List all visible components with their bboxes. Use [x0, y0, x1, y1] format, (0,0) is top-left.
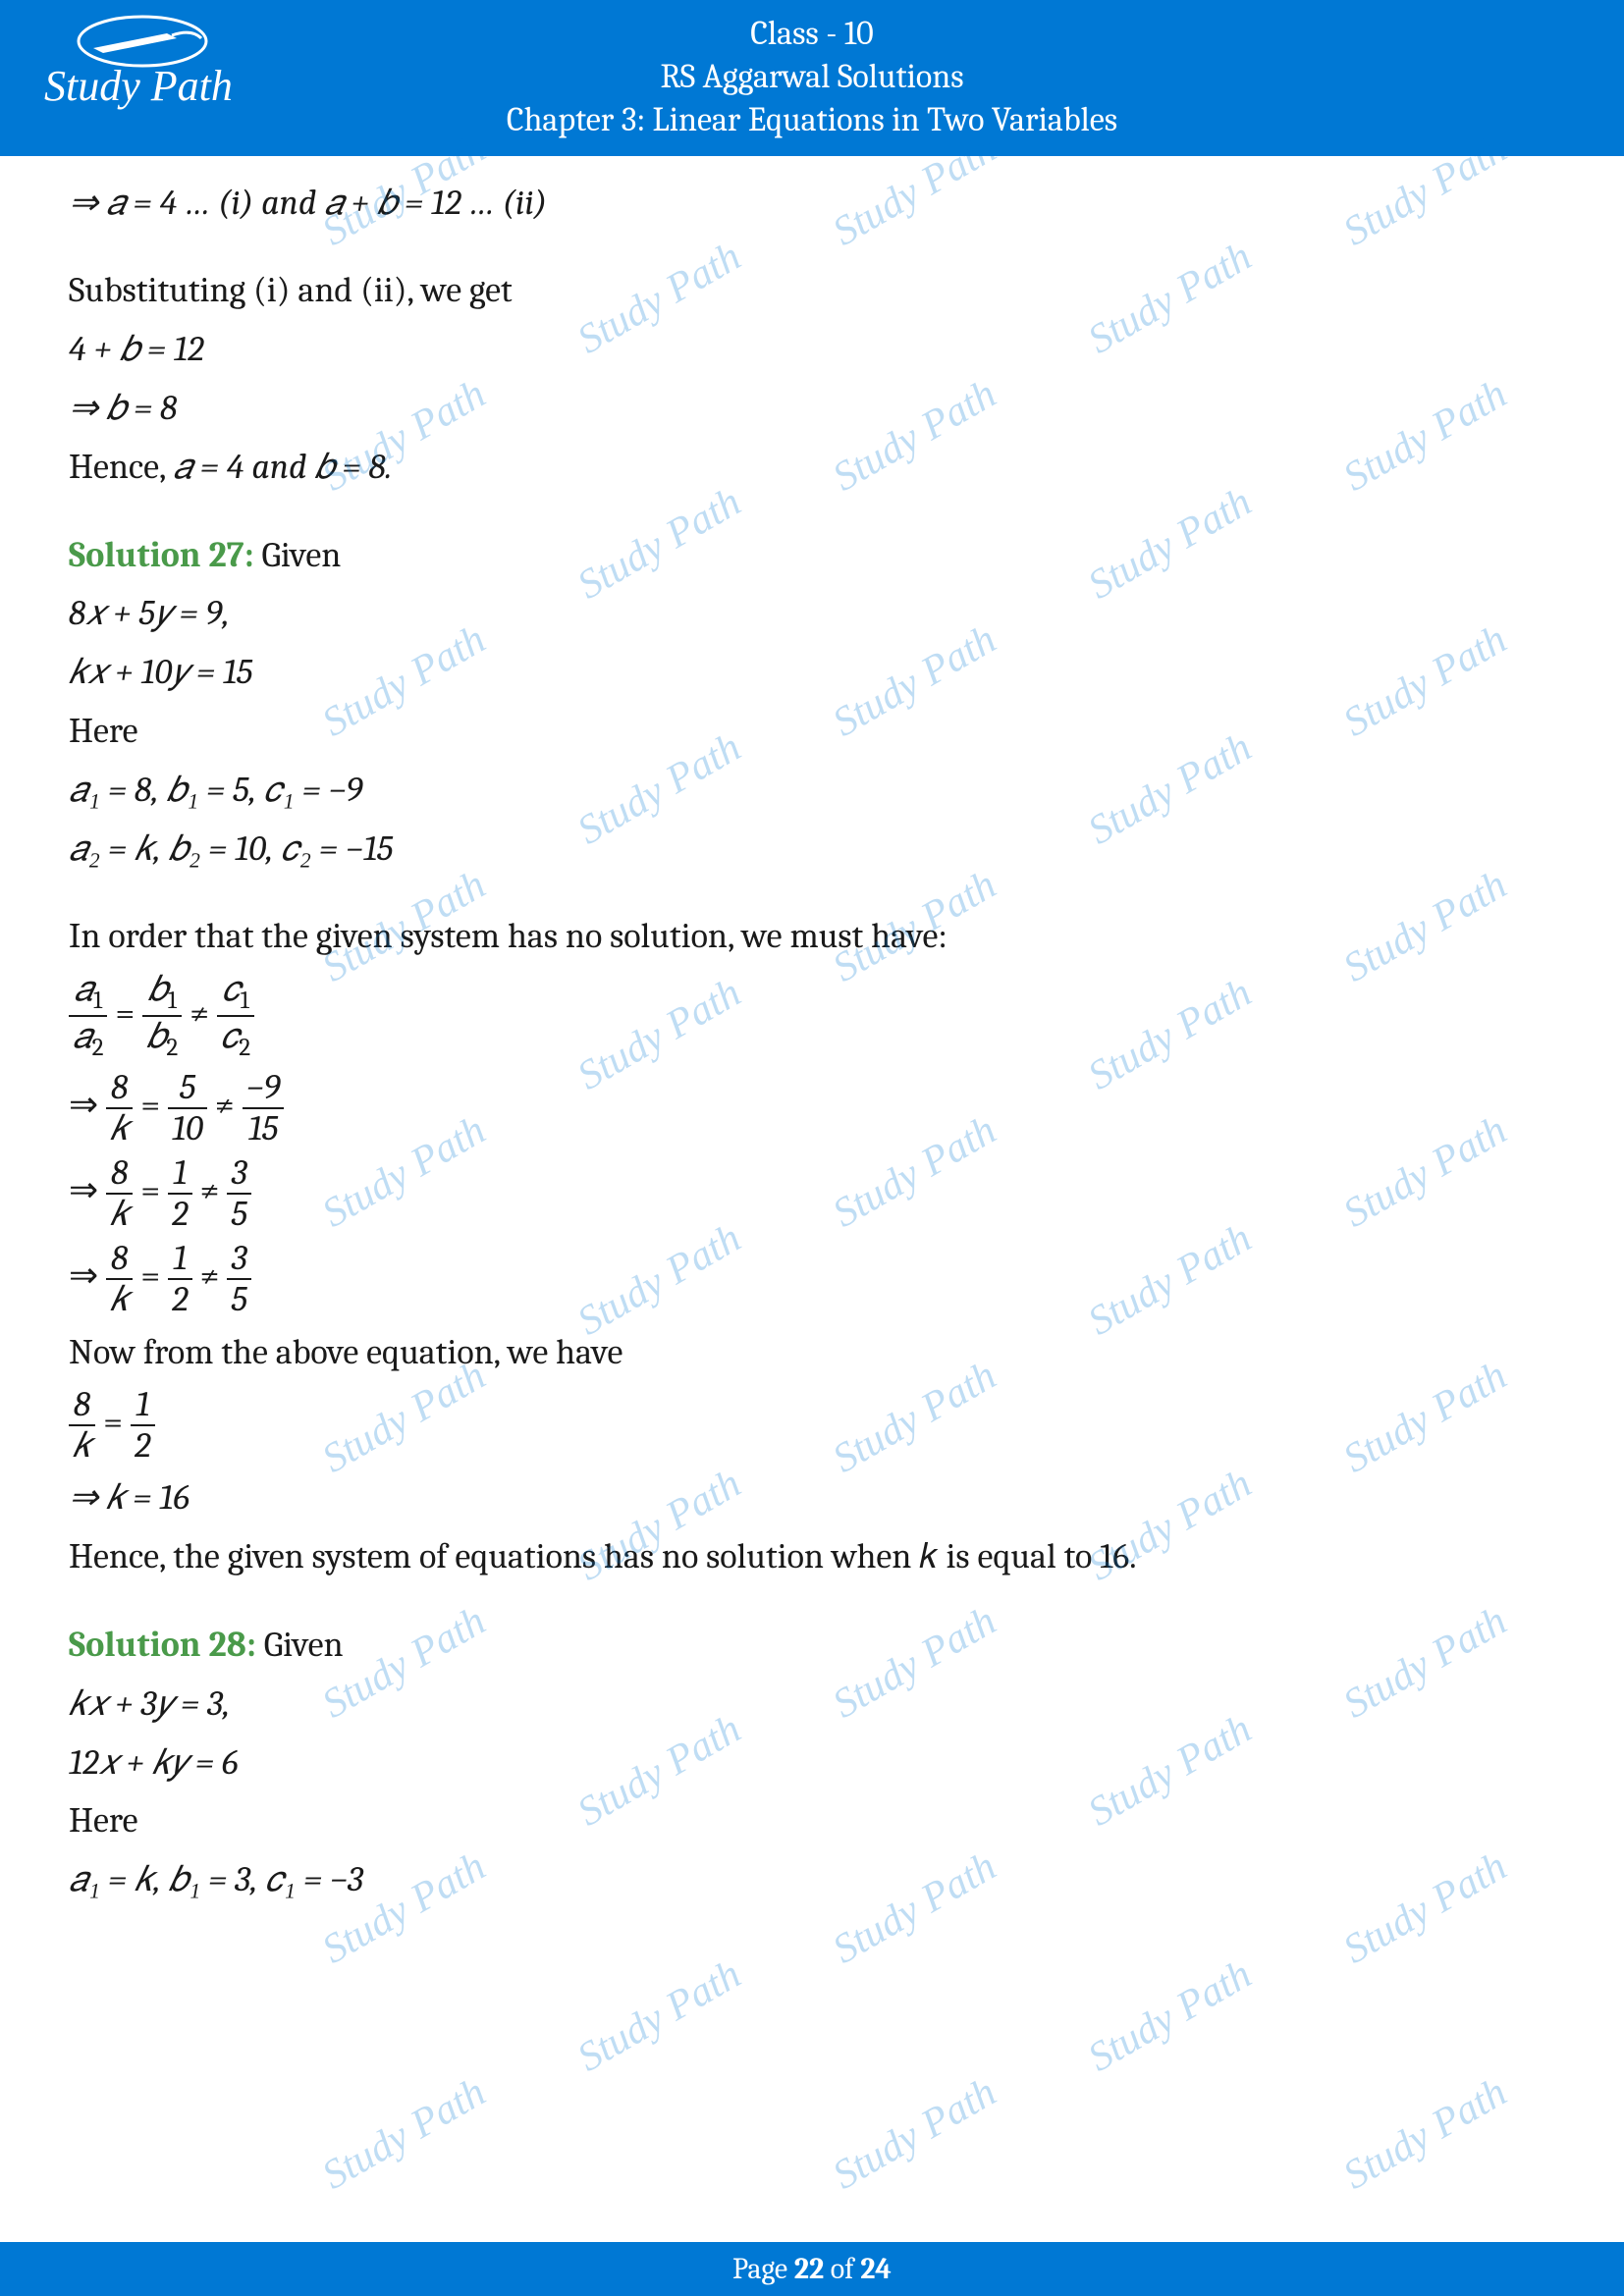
equation-line: 𝑎₁ = 8, 𝑏₁ = 5, 𝑐₁ = −9	[69, 763, 1555, 818]
fraction-equation: ⇒ 8𝑘 = 510 ≠ −915	[69, 1068, 1555, 1148]
text-line: In order that the given system has no so…	[69, 909, 1555, 964]
text-line: Hence, the given system of equations has…	[69, 1529, 1555, 1584]
equation-line: 𝑎₂ = 𝑘, 𝑏₂ = 10, 𝑐₂ = −15	[69, 822, 1555, 877]
header-book: RS Aggarwal Solutions	[0, 55, 1624, 98]
equation-line: 𝑎₁ = 𝑘, 𝑏₁ = 3, 𝑐₁ = −3	[69, 1852, 1555, 1907]
header-class: Class - 10	[0, 12, 1624, 55]
header-chapter: Chapter 3: Linear Equations in Two Varia…	[0, 98, 1624, 141]
watermark-text: Study Path	[825, 2068, 1004, 2199]
pen-icon	[74, 14, 211, 68]
solution-label: Solution 27:	[69, 535, 254, 575]
text-line: Now from the above equation, we have	[69, 1325, 1555, 1380]
page-footer: Page 22 of 24	[0, 2242, 1624, 2296]
fraction-equation: 8𝑘 = 12	[69, 1385, 1555, 1465]
equation-line: 𝑘𝑥 + 3𝑦 = 3,	[69, 1677, 1555, 1732]
fraction-equation: ⇒ 8𝑘 = 12 ≠ 35	[69, 1239, 1555, 1318]
text-line: Hence, 𝑎 = 4 and 𝑏 = 8.	[69, 440, 1555, 495]
logo-text: Study Path	[44, 61, 233, 111]
watermark-text: Study Path	[1335, 2068, 1515, 2199]
equation-line: ⇒ 𝑎 = 4 … (i) and 𝑎 + 𝑏 = 12 … (ii)	[69, 176, 1555, 231]
equation-line: 𝑘𝑥 + 10𝑦 = 15	[69, 645, 1555, 700]
page-content: ⇒ 𝑎 = 4 … (i) and 𝑎 + 𝑏 = 12 … (ii) Subs…	[0, 156, 1624, 1908]
logo: Study Path	[44, 8, 241, 111]
equation-line: 4 + 𝑏 = 12	[69, 322, 1555, 377]
text-line: Here	[69, 704, 1555, 759]
equation-line: 8𝑥 + 5𝑦 = 9,	[69, 586, 1555, 641]
solution-heading: Solution 27: Given	[69, 528, 1555, 583]
watermark-text: Study Path	[314, 2068, 494, 2199]
text-line: Here	[69, 1793, 1555, 1848]
equation-line: 12𝑥 + 𝑘𝑦 = 6	[69, 1735, 1555, 1790]
fraction-equation: ⇒ 8𝑘 = 12 ≠ 35	[69, 1153, 1555, 1233]
solution-label: Solution 28:	[69, 1625, 256, 1665]
fraction-equation: 𝑎1𝑎2 = 𝑏1𝑏2 ≠ 𝑐1𝑐2	[69, 970, 1555, 1062]
page-header: Study Path Class - 10 RS Aggarwal Soluti…	[0, 0, 1624, 156]
watermark-text: Study Path	[569, 1950, 749, 2081]
equation-line: ⇒ 𝑏 = 8	[69, 381, 1555, 436]
equation-line: ⇒ 𝑘 = 16	[69, 1470, 1555, 1525]
watermark-text: Study Path	[1080, 1950, 1260, 2081]
solution-heading: Solution 28: Given	[69, 1618, 1555, 1673]
text-line: Substituting (i) and (ii), we get	[69, 263, 1555, 318]
